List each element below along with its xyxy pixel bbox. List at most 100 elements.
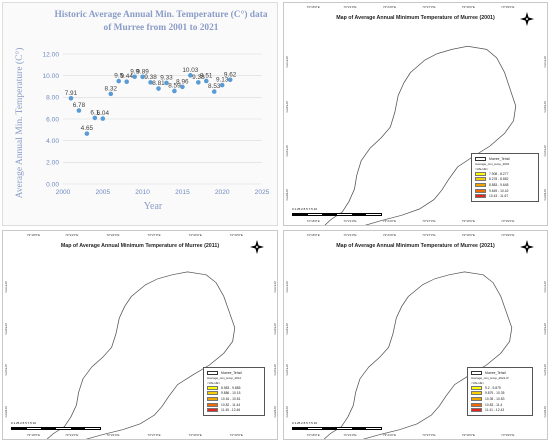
legend-value-label: <VALUE> xyxy=(471,380,485,385)
legend-range-label: 11.41 - 12.43 xyxy=(485,408,505,413)
north-arrow-icon xyxy=(250,240,264,254)
latitude-label: 33°48'0"N xyxy=(4,405,7,418)
longitude-label: 73°18'0"E xyxy=(306,219,320,223)
legend-range-label: 9.649 - 10.42 xyxy=(489,188,509,193)
legend-color-swatch xyxy=(475,171,486,176)
legend-color-swatch xyxy=(475,182,486,187)
legend-layer-name: Average_min_temp_2001 xyxy=(475,162,510,166)
legend-color-swatch xyxy=(207,396,218,401)
chart-title-line-2: of Murree from 2001 to 2021 xyxy=(103,23,219,33)
longitude-label: 73°30'0"E xyxy=(461,5,475,9)
scale-bar xyxy=(292,213,382,216)
legend-color-swatch xyxy=(471,408,482,413)
x-tick-label: 2010 xyxy=(135,189,150,196)
legend-class-row: 9.886 - 10.15 xyxy=(207,391,261,397)
data-label: 9.33 xyxy=(160,74,173,81)
map-legend: Murree_Tehsil Average_min_temp_2021.tif <V… xyxy=(467,367,533,416)
scale-bar xyxy=(11,427,101,430)
legend-color-swatch xyxy=(207,385,218,390)
temperature-class-5-zone xyxy=(284,136,379,225)
data-point xyxy=(180,84,185,90)
data-label: 9.9 xyxy=(130,68,139,75)
x-tick-label: 2005 xyxy=(95,189,110,196)
map-2001-panel: Map of Average Annual Minimum Temperatur… xyxy=(283,2,548,226)
scale-bar-labels: 0 1.25 2.5 5 7.5 10 xyxy=(292,207,318,211)
data-point xyxy=(124,79,129,85)
longitude-label: 73°30'0"E xyxy=(461,219,475,223)
y-tick-label: 0.00 xyxy=(46,181,59,188)
latitude-label: 33°48'0"N xyxy=(285,405,288,418)
latitude-label: 33°51'0"N xyxy=(285,145,288,157)
latitude-label: 33°54'0"N xyxy=(285,322,288,335)
legend-range-label: 9.879 - 10.35 xyxy=(485,391,505,396)
legend-color-swatch xyxy=(207,408,218,413)
murree-tehsil-boundary xyxy=(324,45,517,225)
longitude-label: 73°18'0"E xyxy=(26,433,41,437)
x-axis-label: Year xyxy=(144,201,163,212)
latitude-label: 33°57'0"N xyxy=(285,280,288,293)
legend-range-label: 10.35 - 10.83 xyxy=(485,396,505,401)
data-label: 9.13 xyxy=(216,77,229,84)
latitude-label: 33°51'0"N xyxy=(4,364,7,376)
data-point xyxy=(148,80,153,85)
temperature-class-2-zone xyxy=(366,43,490,167)
legend-range-label: 8.883 - 9.648 xyxy=(489,182,509,187)
legend-range-label: 9.2 - 9.879 xyxy=(485,385,501,390)
longitude-label: 73°18'0"E xyxy=(306,433,320,437)
data-labels: 7.916.784.656.16.048.329.59.449.99.899.3… xyxy=(65,67,237,132)
legend-color-swatch xyxy=(475,188,486,193)
latitude-label: 33°54'0"N xyxy=(543,322,546,335)
longitude-label: 73°27'0"E xyxy=(422,233,436,237)
boundary-swatch xyxy=(207,371,218,375)
legend-class-row: 7.908 - 8.277 xyxy=(475,171,535,177)
legend-color-swatch xyxy=(471,402,482,407)
latitude-label: 33°48'0"N xyxy=(273,405,276,418)
legend-range-label: 11.45 - 12.46 xyxy=(221,408,241,413)
latitude-label: 33°48'0"N xyxy=(543,405,546,418)
latitude-label: 33°54'0"N xyxy=(4,322,7,335)
longitude-label: 73°33'0"E xyxy=(501,433,515,437)
longitude-label: 73°30'0"E xyxy=(188,433,202,437)
map-canvas xyxy=(46,240,264,439)
longitude-label: 73°24'0"E xyxy=(106,233,120,237)
data-label: 8.96 xyxy=(176,78,189,85)
temperature-class-1-zone xyxy=(102,289,194,381)
longitude-label: 73°21'0"E xyxy=(65,233,79,237)
data-point xyxy=(92,115,98,121)
scale-bar-labels: 0 1.25 2.5 5 7.5 10 xyxy=(11,421,37,425)
longitude-label: 73°21'0"E xyxy=(343,233,357,237)
longitude-label: 73°18'0"E xyxy=(306,5,320,9)
legend-color-swatch xyxy=(471,385,482,390)
legend-range-label: 10.16 - 10.81 xyxy=(221,396,241,401)
data-label: 6.78 xyxy=(73,102,86,109)
temperature-chart-panel: Historic Average Annual Min. Temperature… xyxy=(2,2,278,226)
data-point xyxy=(140,74,145,80)
data-label: 6.04 xyxy=(97,110,110,117)
data-point xyxy=(227,77,233,83)
legend-class-row: 9.649 - 10.42 xyxy=(475,188,535,194)
data-label: 8.59 xyxy=(168,82,181,89)
data-label: 9.38 xyxy=(144,74,157,81)
latitude-label: 33°48'0"N xyxy=(285,189,288,202)
longitude-label: 73°24'0"E xyxy=(382,5,397,9)
legend-color-swatch xyxy=(471,391,482,396)
longitude-label: 73°21'0"E xyxy=(343,433,357,437)
latitude-label: 33°51'0"N xyxy=(273,364,276,376)
legend-range-label: 8.278 - 8.882 xyxy=(489,177,509,182)
north-arrow-icon xyxy=(520,12,534,26)
data-point xyxy=(132,74,137,80)
legend-range-label: 10.83 - 11.4 xyxy=(485,402,503,407)
legend-class-row: 8.883 - 9.648 xyxy=(475,182,535,188)
data-point xyxy=(219,82,225,88)
data-point xyxy=(164,80,169,86)
data-label: 8.53 xyxy=(208,83,221,90)
legend-class-row: 10.82 - 11.44 xyxy=(207,402,261,408)
murree-tehsil-boundary xyxy=(46,271,236,439)
legend-range-label: 7.908 - 8.277 xyxy=(489,171,509,176)
legend-class-row: 11.41 - 12.43 xyxy=(471,407,529,413)
longitude-label: 73°33'0"E xyxy=(229,433,243,437)
longitude-label: 73°30'0"E xyxy=(188,233,202,237)
data-label: 9.51 xyxy=(200,72,213,79)
data-label: 9.62 xyxy=(224,71,237,78)
x-tick-label: 2020 xyxy=(215,189,230,196)
